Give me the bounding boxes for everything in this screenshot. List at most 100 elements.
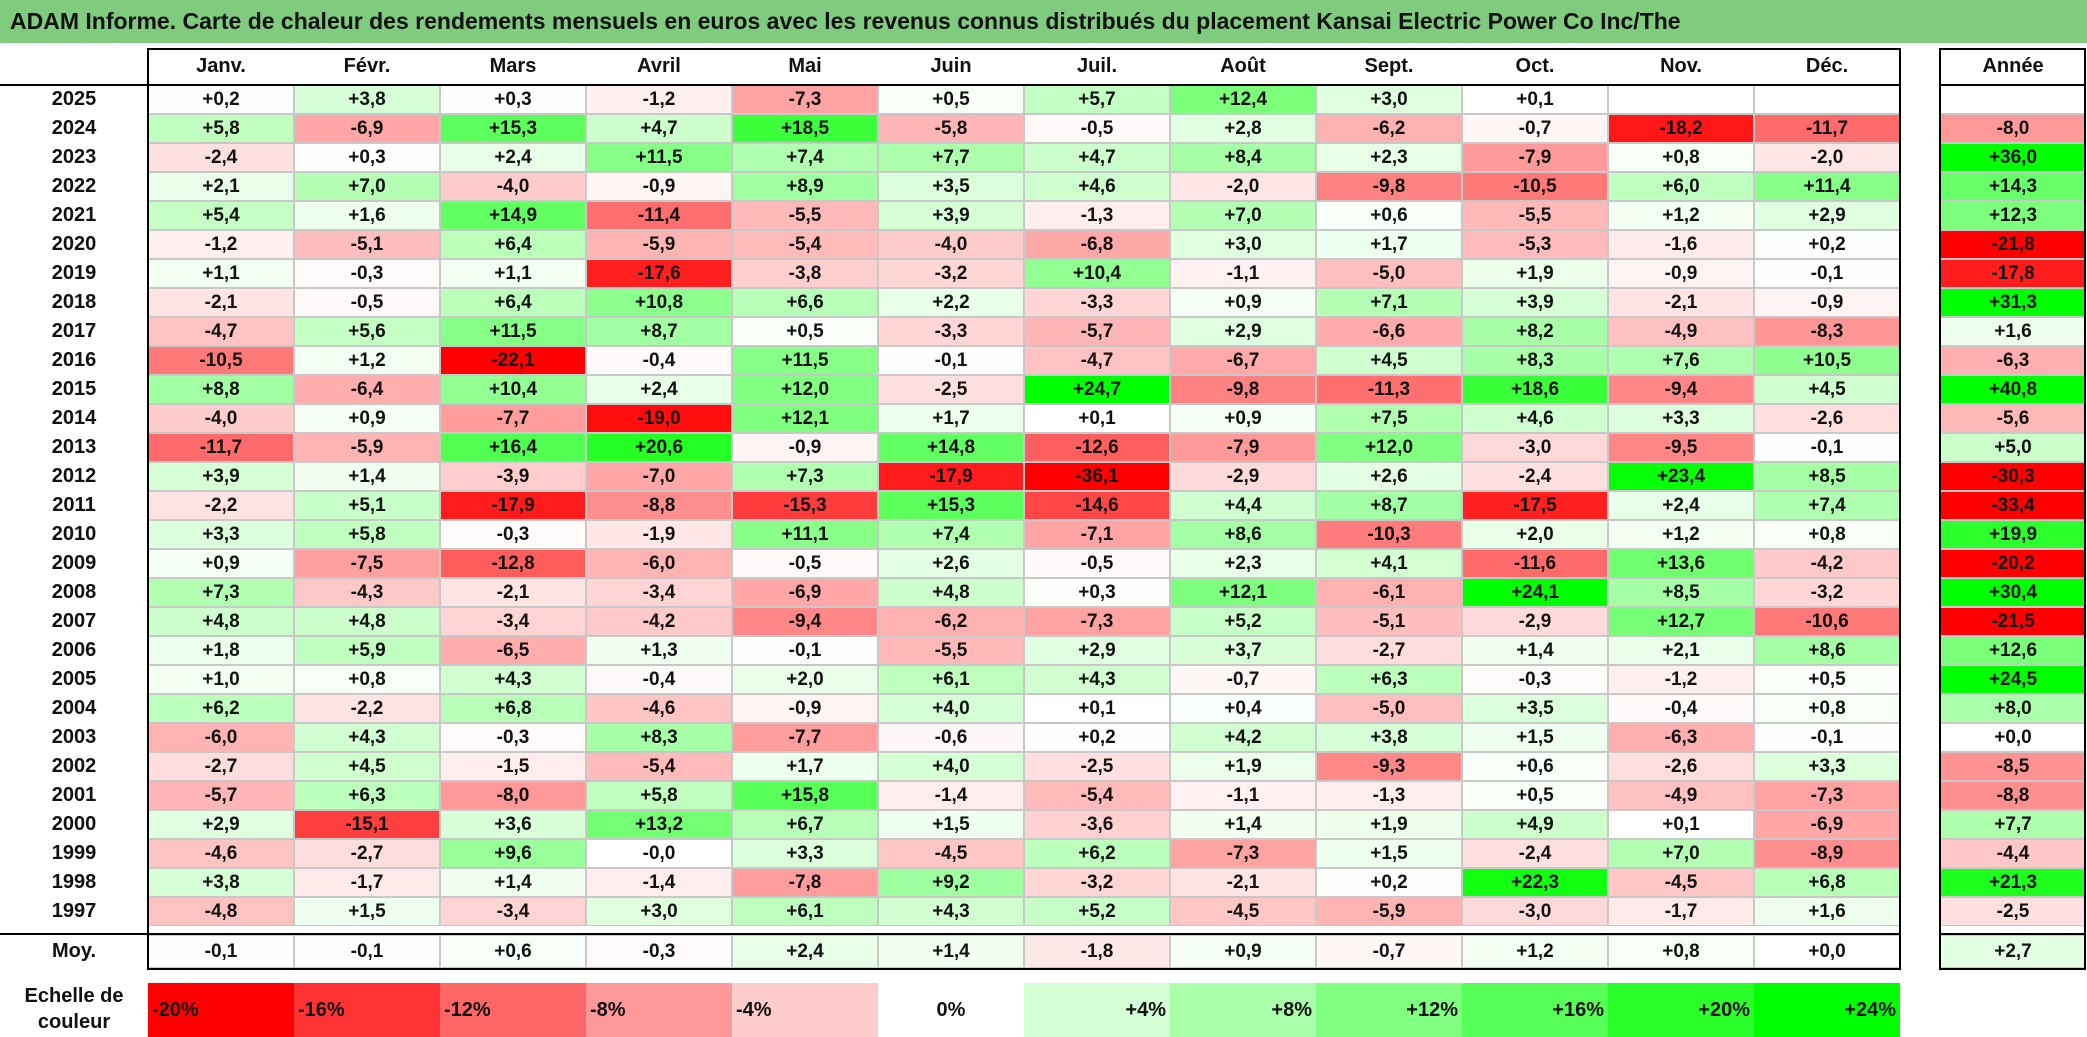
year-label: 2002 (51, 755, 97, 777)
heatmap-cell: +11,5 (586, 143, 732, 172)
heatmap-cell: +2,1 (1608, 636, 1754, 665)
heatmap-cell: +15,8 (732, 781, 878, 810)
heatmap-cell: -14,6 (1024, 491, 1170, 520)
heatmap-cell: +6,6 (732, 288, 878, 317)
heatmap-cell: +14,8 (878, 433, 1024, 462)
heatmap-cell: +0,9 (1170, 404, 1316, 433)
heatmap-cell: -0,0 (586, 839, 732, 868)
year-label: 2024 (51, 117, 97, 139)
heatmap-cell: +4,4 (1170, 491, 1316, 520)
heatmap-cell: -7,7 (440, 404, 586, 433)
heatmap-cell: +3,9 (878, 201, 1024, 230)
heatmap-cell: +20,6 (586, 433, 732, 462)
annual-cell: -17,8 (1940, 259, 2086, 288)
heatmap-cell: -6,0 (148, 723, 294, 752)
heatmap-cell: +0,2 (148, 85, 294, 114)
heatmap-cell: +3,3 (1754, 752, 1900, 781)
heatmap-cell: +1,0 (148, 665, 294, 694)
heatmap-cell: +4,3 (1024, 665, 1170, 694)
heatmap-cell: +4,5 (1754, 375, 1900, 404)
heatmap-cell: +6,2 (148, 694, 294, 723)
heatmap-cell: -4,0 (148, 404, 294, 433)
color-scale-step: +4% (1024, 983, 1170, 1037)
heatmap-cell: +10,4 (440, 375, 586, 404)
heatmap-cell: +7,1 (1316, 288, 1462, 317)
year-label: 2025 (51, 88, 97, 110)
heatmap-cell: +1,2 (294, 346, 440, 375)
heatmap-cell: -3,4 (440, 607, 586, 636)
header-separator (1940, 84, 2086, 86)
average-cell: +0,6 (440, 935, 586, 968)
heatmap-cell: -4,3 (294, 578, 440, 607)
heatmap-cell: -6,4 (294, 375, 440, 404)
heatmap-cell: +3,6 (440, 810, 586, 839)
month-header: Oct. (1515, 55, 1555, 77)
heatmap-cell: +6,0 (1608, 172, 1754, 201)
heatmap-cell: +3,3 (148, 520, 294, 549)
heatmap-cell: +11,5 (440, 317, 586, 346)
average-cell: +1,2 (1462, 935, 1608, 968)
heatmap-cell: -0,9 (732, 694, 878, 723)
heatmap-cell: +1,2 (1608, 520, 1754, 549)
heatmap-cell: +3,3 (732, 839, 878, 868)
heatmap-cell: -2,5 (878, 375, 1024, 404)
year-label: 2012 (51, 465, 97, 487)
heatmap-cell: +1,5 (878, 810, 1024, 839)
heatmap-cell: +5,8 (294, 520, 440, 549)
heatmap-cell: +24,1 (1462, 578, 1608, 607)
annual-cell: +0,0 (1940, 723, 2086, 752)
heatmap-cell: -0,3 (440, 723, 586, 752)
heatmap-cell: -9,4 (1608, 375, 1754, 404)
heatmap-cell: -3,3 (1024, 288, 1170, 317)
heatmap-cell: +1,2 (1608, 201, 1754, 230)
heatmap-cell: +15,3 (440, 114, 586, 143)
heatmap-cell: +3,9 (148, 462, 294, 491)
heatmap-cell: +4,0 (878, 752, 1024, 781)
heatmap-cell: -0,3 (294, 259, 440, 288)
heatmap-cell: +0,2 (1024, 723, 1170, 752)
heatmap-cell: +1,4 (1462, 636, 1608, 665)
heatmap-cell: -5,4 (1024, 781, 1170, 810)
heatmap-cell: +4,2 (1170, 723, 1316, 752)
heatmap-cell: -4,6 (586, 694, 732, 723)
heatmap-cell: +0,5 (878, 85, 1024, 114)
month-header: Sept. (1364, 55, 1414, 77)
heatmap-cell: -5,3 (1462, 230, 1608, 259)
heatmap-cell: -12,6 (1024, 433, 1170, 462)
year-label: 2011 (52, 494, 96, 516)
heatmap-cell: +1,6 (1754, 897, 1900, 926)
color-scale-step: -8% (586, 983, 732, 1037)
heatmap-cell: +0,8 (294, 665, 440, 694)
heatmap-cell: -5,5 (1462, 201, 1608, 230)
heatmap-cell: +22,3 (1462, 868, 1608, 897)
heatmap-cell: +2,0 (732, 665, 878, 694)
heatmap-cell: -2,7 (1316, 636, 1462, 665)
heatmap-cell: -9,5 (1608, 433, 1754, 462)
heatmap-cell: +7,3 (732, 462, 878, 491)
heatmap-cell: -1,4 (586, 868, 732, 897)
heatmap-cell: -2,5 (1024, 752, 1170, 781)
heatmap-cell: -0,5 (1024, 114, 1170, 143)
heatmap-cell: +8,3 (1462, 346, 1608, 375)
annual-cell: +24,5 (1940, 665, 2086, 694)
heatmap-cell: -4,6 (148, 839, 294, 868)
month-header: Juin (930, 55, 972, 77)
heatmap-cell: +7,4 (1754, 491, 1900, 520)
heatmap-cell: +2,1 (148, 172, 294, 201)
heatmap-cell: +6,2 (1024, 839, 1170, 868)
heatmap-cell: +11,1 (732, 520, 878, 549)
heatmap-cell: -6,8 (1024, 230, 1170, 259)
heatmap-cell: -2,1 (440, 578, 586, 607)
heatmap-cell: -0,9 (586, 172, 732, 201)
heatmap-cell: -7,3 (1024, 607, 1170, 636)
heatmap-cell: +0,9 (1170, 288, 1316, 317)
average-separator (1940, 933, 2086, 935)
heatmap-cell: +2,8 (1170, 114, 1316, 143)
heatmap-cell: +3,7 (1170, 636, 1316, 665)
year-label: 2019 (51, 262, 97, 284)
heatmap-cell: +5,8 (586, 781, 732, 810)
heatmap-cell: +16,4 (440, 433, 586, 462)
heatmap-cell: -2,4 (148, 143, 294, 172)
heatmap-cell: -11,7 (148, 433, 294, 462)
heatmap-cell: -2,4 (1462, 839, 1608, 868)
